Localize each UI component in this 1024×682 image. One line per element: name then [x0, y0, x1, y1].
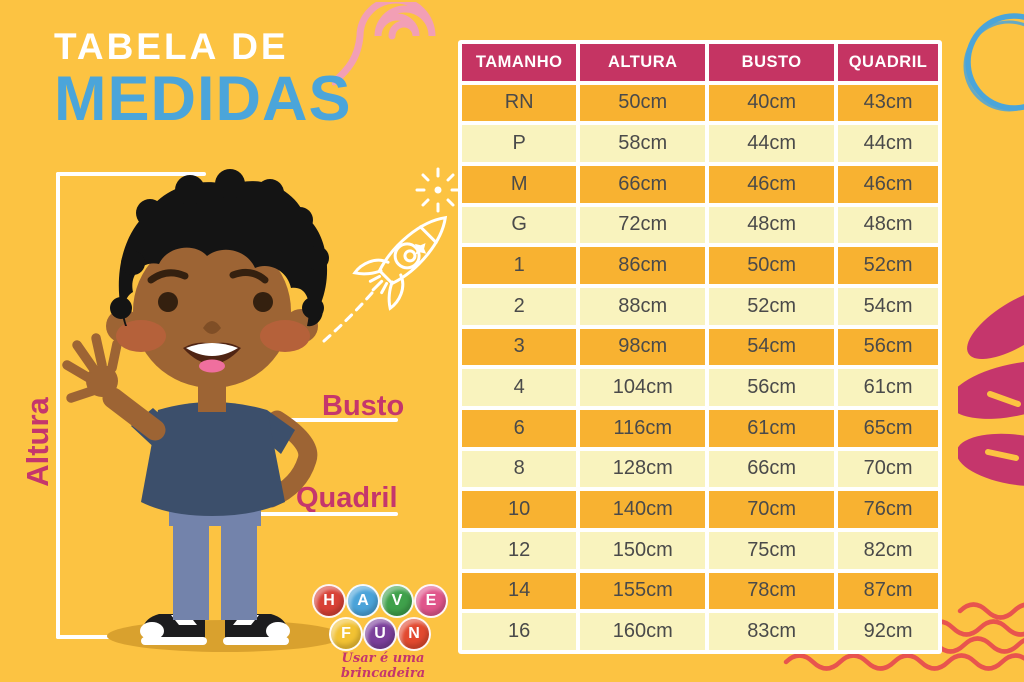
spiral-doodle [332, 2, 436, 86]
title-line-2: MEDIDAS [54, 64, 352, 134]
height-bracket-top [56, 172, 206, 176]
rocket-icon [322, 167, 461, 343]
size-cell: 1 [462, 247, 577, 284]
measure-cell: 50cm [709, 247, 835, 284]
quadril-pointer-line [250, 512, 398, 516]
measure-cell: 72cm [580, 206, 706, 244]
size-cell: 4 [462, 369, 577, 406]
measure-cell: 155cm [580, 572, 706, 610]
measure-cell: 128cm [580, 450, 706, 488]
measure-cell: 140cm [580, 491, 706, 528]
size-cell: 3 [462, 328, 577, 366]
measure-cell: 78cm [709, 572, 835, 610]
measure-cell: 88cm [580, 288, 706, 325]
measure-cell: 56cm [709, 369, 835, 406]
logo-ball-n: N [397, 617, 431, 651]
measure-cell: 61cm [709, 410, 835, 447]
logo-ball-f: F [329, 617, 363, 651]
page-title: TABELA DE MEDIDAS [54, 28, 352, 131]
logo-ball-a: A [346, 584, 380, 618]
size-cell: 10 [462, 491, 577, 528]
measure-cell: 150cm [580, 532, 706, 569]
measure-cell: 50cm [580, 84, 706, 122]
measure-cell: 65cm [838, 410, 938, 447]
measure-cell: 70cm [838, 450, 938, 488]
boy-illustration [62, 169, 343, 652]
measure-cell: 66cm [709, 450, 835, 488]
measure-cell: 40cm [709, 84, 835, 122]
measure-cell: 48cm [709, 206, 835, 244]
measure-cell: 160cm [580, 613, 706, 650]
measure-cell: 44cm [709, 125, 835, 162]
measure-cell: 87cm [838, 572, 938, 610]
measure-cell: 61cm [838, 369, 938, 406]
measure-cell: 98cm [580, 328, 706, 366]
column-header: TAMANHO [462, 44, 577, 81]
title-line-1: TABELA DE [54, 26, 289, 67]
measure-cell: 52cm [838, 247, 938, 284]
measure-cell: 116cm [580, 410, 706, 447]
measure-cell: 48cm [838, 206, 938, 244]
measure-cell: 92cm [838, 613, 938, 650]
logo-tagline: Usar é uma brincadeira [340, 651, 426, 681]
measure-cell: 46cm [709, 166, 835, 203]
measure-cell: 83cm [709, 613, 835, 650]
size-cell: 14 [462, 572, 577, 610]
height-bracket-vertical [56, 172, 60, 639]
size-cell: 8 [462, 450, 577, 488]
measure-cell: 70cm [709, 491, 835, 528]
column-header: QUADRIL [838, 44, 938, 81]
busto-pointer-line [252, 418, 398, 422]
quadril-label: Quadril [296, 482, 398, 514]
size-cell: 12 [462, 532, 577, 569]
measure-cell: 104cm [580, 369, 706, 406]
size-cell: 6 [462, 410, 577, 447]
measure-cell: 44cm [838, 125, 938, 162]
measure-cell: 66cm [580, 166, 706, 203]
size-cell: RN [462, 84, 577, 122]
size-cell: P [462, 125, 577, 162]
size-cell: G [462, 206, 577, 244]
logo-ball-u: U [363, 617, 397, 651]
logo-ball-v: V [380, 584, 414, 618]
size-table: TAMANHO ALTURA BUSTO QUADRIL RN 50cm 40cm 43cm P… [458, 40, 942, 654]
measure-cell: 58cm [580, 125, 706, 162]
size-cell: 16 [462, 613, 577, 650]
measure-cell: 54cm [838, 288, 938, 325]
size-cell: 2 [462, 288, 577, 325]
logo-ball-h: H [312, 584, 346, 618]
measure-cell: 46cm [838, 166, 938, 203]
altura-label: Altura [20, 397, 55, 487]
measure-cell: 76cm [838, 491, 938, 528]
circle-doodle [963, 13, 1024, 112]
measure-cell: 75cm [709, 532, 835, 569]
hand-doodle [958, 288, 1024, 487]
busto-label: Busto [322, 390, 405, 422]
measure-cell: 82cm [838, 532, 938, 569]
measure-cell: 56cm [838, 328, 938, 366]
size-cell: M [462, 166, 577, 203]
measure-cell: 43cm [838, 84, 938, 122]
logo-ball-e: E [414, 584, 448, 618]
column-header: BUSTO [709, 44, 835, 81]
column-header: ALTURA [580, 44, 706, 81]
measure-cell: 54cm [709, 328, 835, 366]
measure-cell: 86cm [580, 247, 706, 284]
measure-cell: 52cm [709, 288, 835, 325]
